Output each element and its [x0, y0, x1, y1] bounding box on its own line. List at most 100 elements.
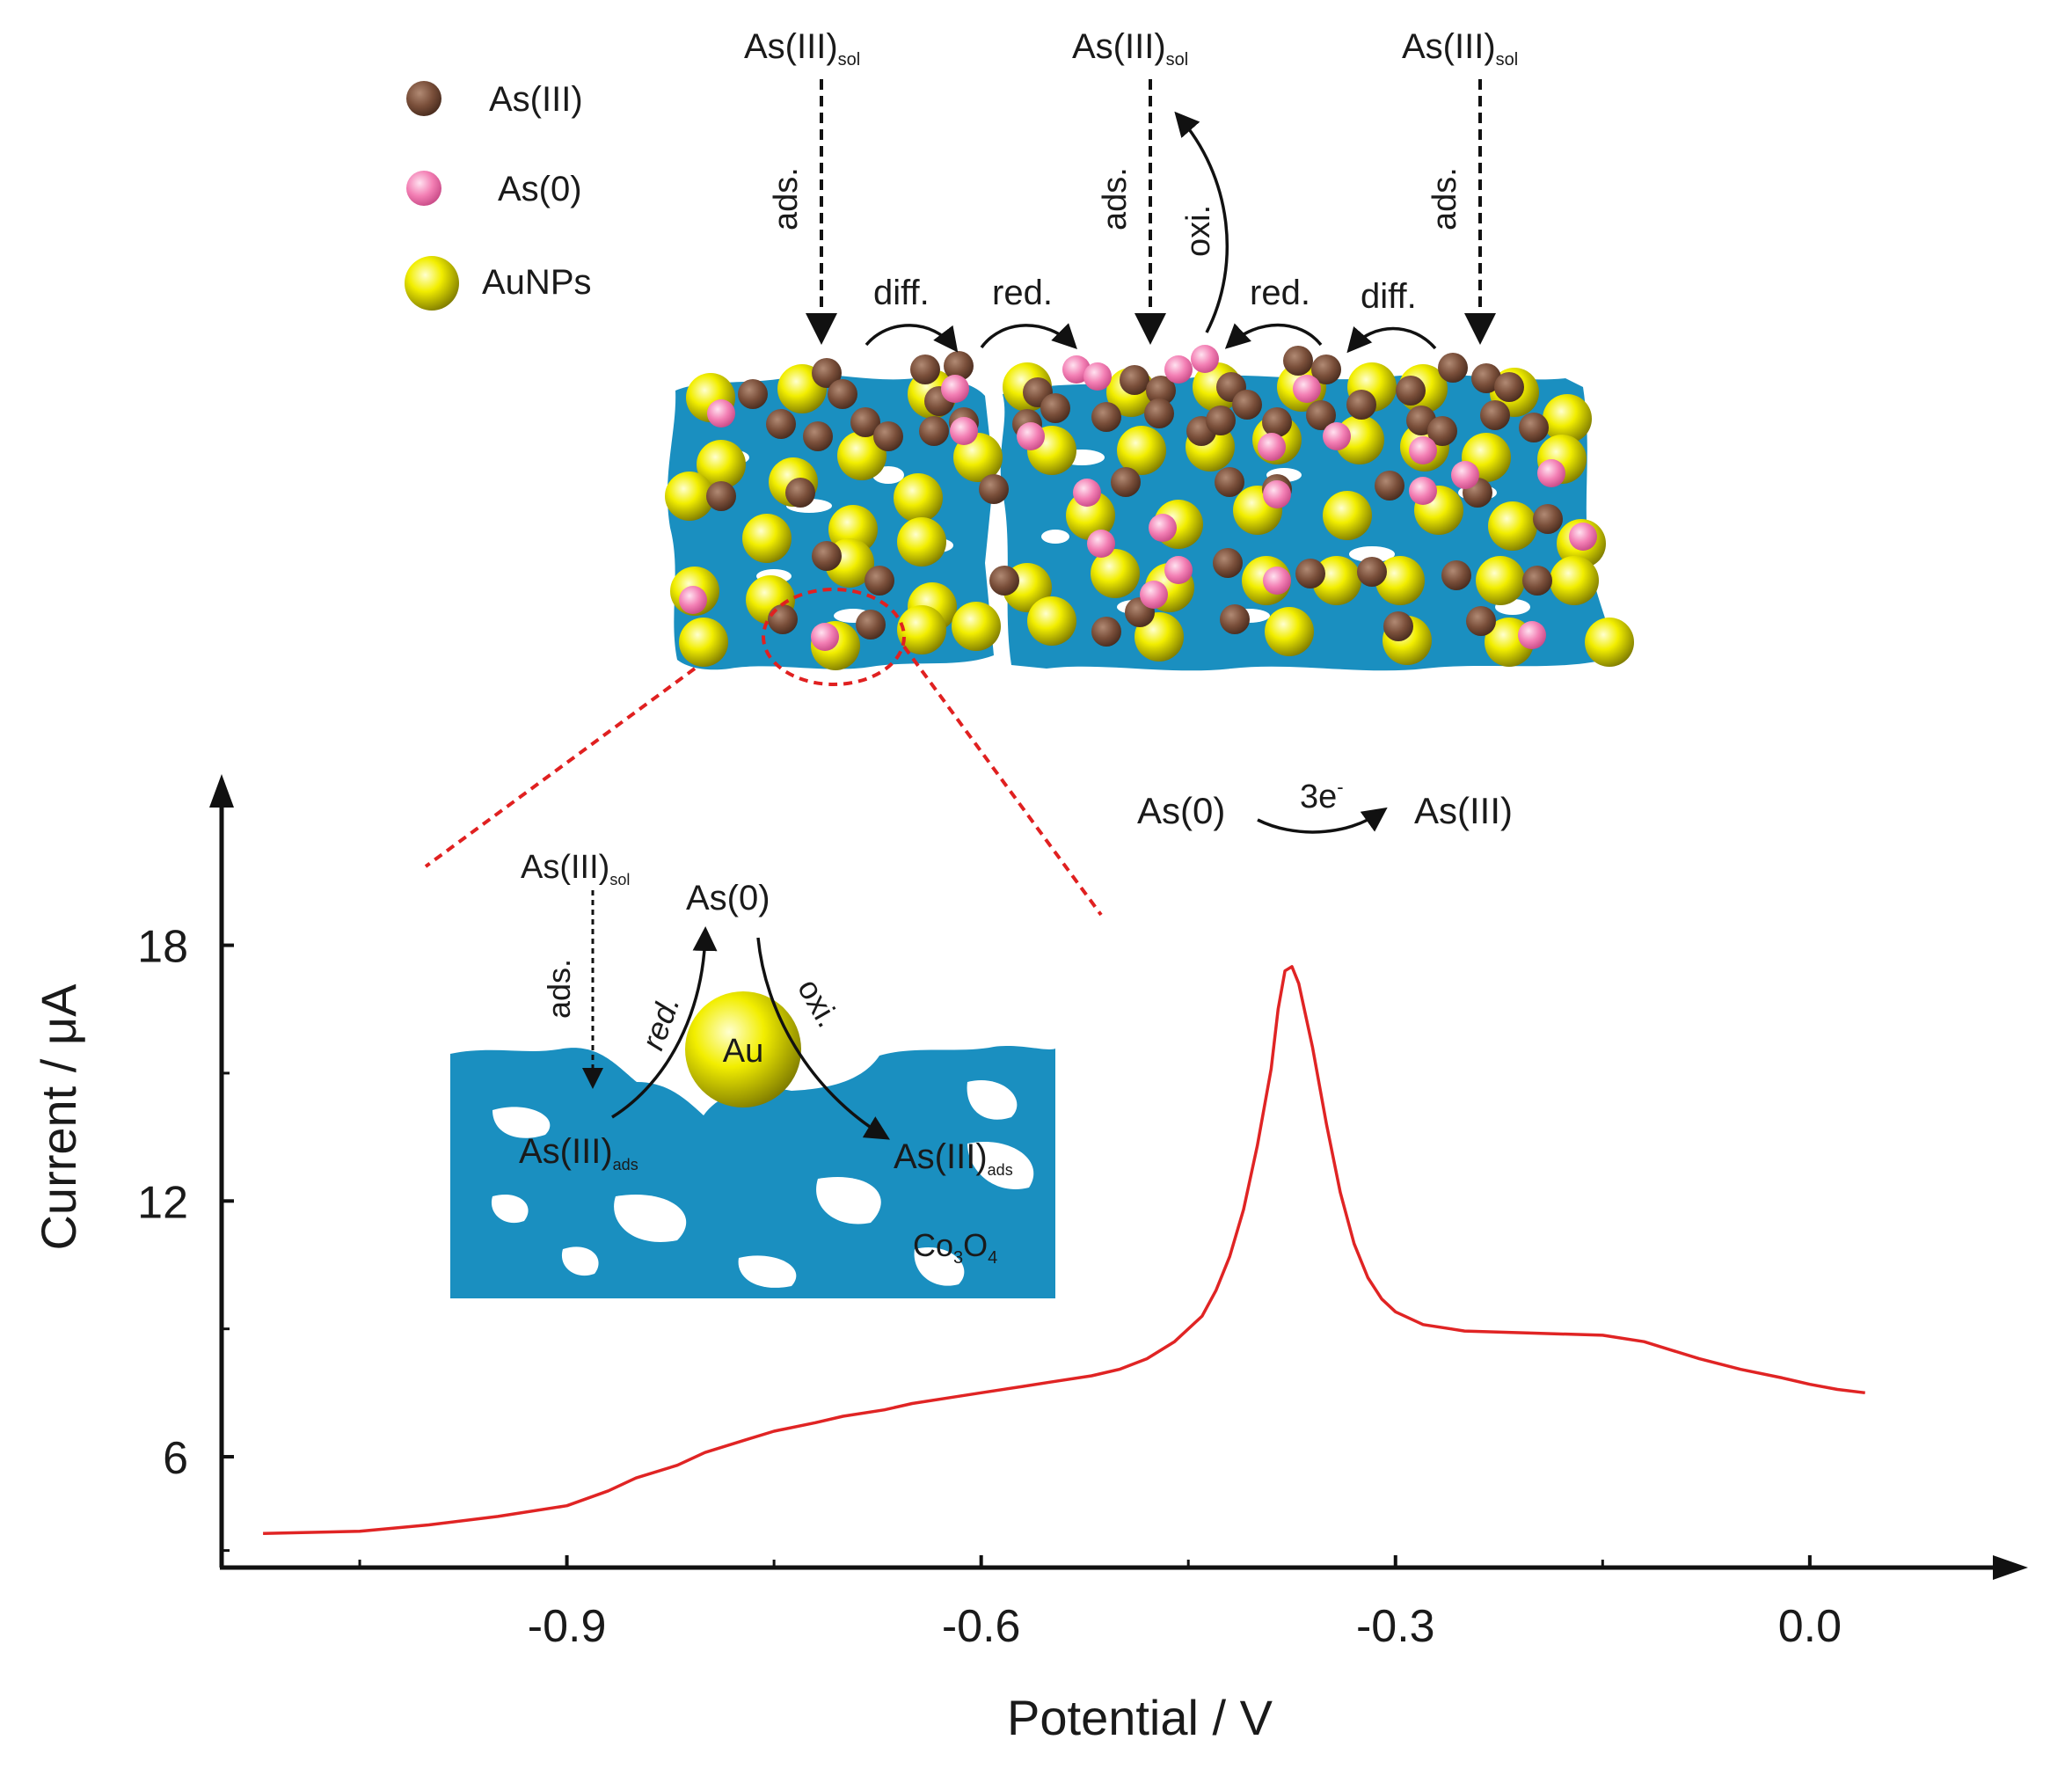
- as0-particle: [1083, 362, 1112, 391]
- aunp-particle: [1375, 556, 1425, 605]
- as3-particle: [812, 541, 842, 571]
- aunp-particle: [837, 431, 886, 480]
- diff-arrow-right: [1346, 325, 1437, 354]
- as3-legend-label: As(III): [489, 80, 583, 119]
- as3-particle: [706, 481, 736, 511]
- as3-particle: [910, 355, 940, 384]
- red-arrow-left: [980, 323, 1077, 349]
- zoom-circle: [762, 588, 906, 686]
- aunp-legend-label: AuNPs: [482, 263, 592, 302]
- as3-sol-label-2: As(III)sol: [1072, 27, 1188, 69]
- aunp-particle: [897, 517, 946, 567]
- as0-particle: [707, 399, 735, 428]
- as0-particle: [1518, 621, 1546, 649]
- as0-particle: [1258, 433, 1286, 461]
- oxi-arrow-top: [1174, 111, 1229, 333]
- inset-as3-ads-right: As(III)ads: [894, 1137, 1013, 1179]
- inset-detail: Au As(III)sol ads. As(0) red. oxi. As(II…: [450, 849, 1055, 1298]
- y-tick-label: 12: [137, 1177, 188, 1228]
- electrode-schematic: [665, 345, 1634, 671]
- reaction-annotation: As(0) 3e- As(III): [1137, 776, 1513, 834]
- as3-particle: [1091, 402, 1121, 432]
- axis-ticks: [222, 943, 1812, 1568]
- as3-particle: [919, 416, 949, 446]
- as0-particle: [1263, 567, 1291, 595]
- current-series-line: [263, 965, 1865, 1535]
- as0-particle: [1087, 530, 1115, 558]
- as0-particle: [1017, 422, 1045, 450]
- inset-pores: [491, 1080, 1034, 1288]
- inset-co3o4: [450, 1046, 1055, 1298]
- zoom-line-left: [424, 667, 697, 868]
- as0-particle: [950, 417, 978, 445]
- ads-label-3: ads.: [1426, 167, 1463, 230]
- as3-particle: [1494, 372, 1524, 402]
- aunp-particle: [1091, 549, 1140, 598]
- as3-particle: [1206, 406, 1236, 435]
- as0-particle: [1409, 477, 1437, 505]
- as3-particle: [1396, 376, 1426, 406]
- as0-particle: [679, 586, 707, 614]
- as3-particle: [1383, 611, 1413, 641]
- as3-particle: [1215, 467, 1244, 497]
- as3-particle: [828, 379, 857, 409]
- as3-particle: [1120, 365, 1149, 395]
- as0-particle: [941, 375, 969, 403]
- aunp-particle: [1543, 394, 1592, 443]
- as3-particle: [1471, 363, 1501, 393]
- as3-particle: [1213, 548, 1243, 578]
- as3-particle: [1346, 390, 1376, 420]
- as3-particle: [850, 407, 880, 437]
- inset-oxi-arrow: [756, 937, 890, 1140]
- aunp-particle: [697, 440, 746, 489]
- aunp-particle: [1550, 556, 1599, 605]
- as3-particle: [785, 478, 815, 508]
- reaction-arrow: [1257, 807, 1388, 834]
- as3-particle: [873, 421, 903, 451]
- y-tick-label: 6: [163, 1433, 188, 1484]
- y-tick-label: 18: [137, 922, 188, 973]
- inset-as3-ads-left: As(III)ads: [519, 1132, 638, 1173]
- chart: -0.9 -0.6 -0.3 0.0 6 12 18 Potential / V Curre…: [31, 774, 2028, 1745]
- top-process-annotations: As(III)sol As(III)sol As(III)sol ads. ad…: [744, 27, 1518, 354]
- as3-particle: [1357, 557, 1387, 587]
- diff-arrow-left: [865, 324, 959, 353]
- as3-particle: [1466, 606, 1496, 636]
- aunp-particle: [742, 514, 792, 563]
- x-tick-label: -0.3: [1356, 1601, 1435, 1652]
- zoom-callout: [424, 588, 1103, 917]
- inset-oxi-label: oxi.: [791, 973, 847, 1034]
- inset-co3o4-label: Co3O4: [913, 1227, 997, 1268]
- as3-particle: [989, 566, 1019, 596]
- as0-particle: [1451, 461, 1479, 489]
- as3-particle: [812, 358, 842, 388]
- as3-particle: [1427, 416, 1457, 446]
- as3-particle: [766, 409, 796, 439]
- as3-sol-label-1: As(III)sol: [744, 27, 860, 69]
- aunp-particle: [1312, 556, 1361, 605]
- as0-legend-label: As(0): [498, 170, 582, 208]
- as3-particle: [1438, 353, 1468, 383]
- aunp-particle: [1117, 426, 1166, 475]
- ads-label-1: ads.: [768, 167, 805, 230]
- y-axis-label: Current / μA: [31, 983, 86, 1251]
- as3-particle: [1519, 413, 1549, 442]
- reaction-product: As(III): [1414, 790, 1513, 831]
- as0-particle: [811, 623, 839, 651]
- inset-as3-sol-label: As(III)sol: [521, 849, 630, 888]
- as0-particle: [1409, 436, 1437, 464]
- aunp-particle: [1265, 607, 1314, 656]
- as3-particle: [1111, 467, 1141, 497]
- as3-particle: [944, 351, 974, 381]
- axis-tick-labels: -0.9 -0.6 -0.3 0.0 6 12 18: [137, 922, 1842, 1652]
- aunp-particle: [953, 433, 1003, 482]
- as3-particle: [1146, 376, 1176, 406]
- as0-particle: [1191, 345, 1219, 373]
- aunp-particle: [897, 605, 946, 654]
- red-arrow-right: [1224, 323, 1323, 349]
- as0-particle: [1569, 523, 1597, 551]
- as3-particle: [803, 421, 833, 451]
- as3-particle: [1375, 471, 1404, 501]
- aunp-particle: [665, 471, 714, 521]
